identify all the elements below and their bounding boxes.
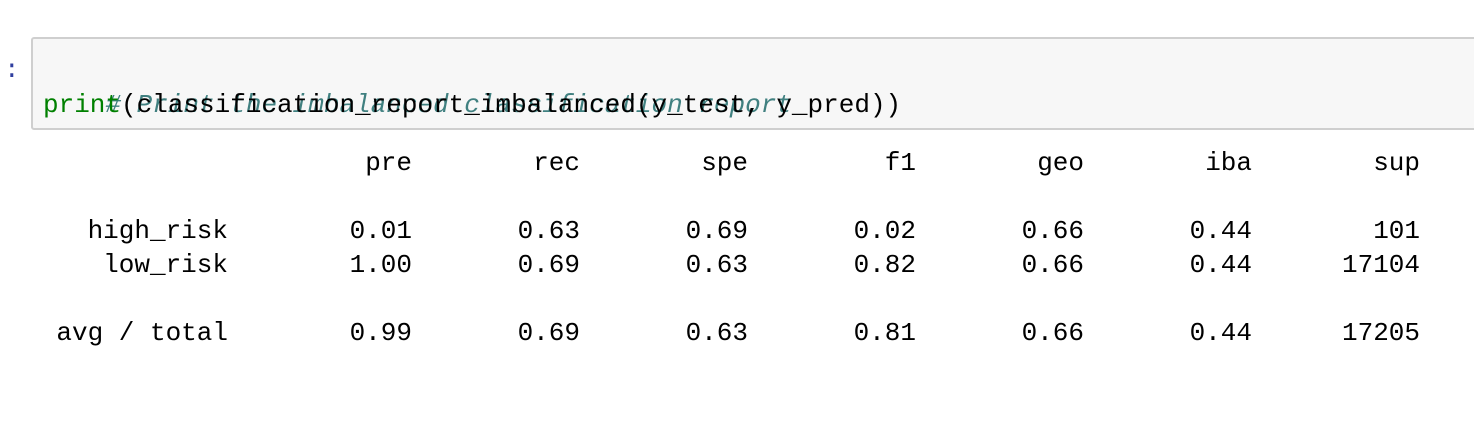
table-cell: 0.44: [1189, 216, 1252, 246]
table-cell: 17205: [1341, 318, 1420, 348]
table-cell: 0.69: [685, 216, 748, 246]
table-cell: 101: [1373, 216, 1420, 246]
table-cell: 0.44: [1189, 250, 1252, 280]
code-cell-input[interactable]: # Print the imbalanced classification re…: [31, 37, 1474, 130]
row-label-high-risk: high_risk: [87, 216, 228, 246]
row-label-avg-total: avg / total: [56, 318, 228, 348]
table-cell: 0.69: [517, 250, 580, 280]
table-cell: 0.02: [853, 216, 916, 246]
table-cell: 0.44: [1189, 318, 1252, 348]
table-cell: 0.01: [349, 216, 412, 246]
header-f1: f1: [884, 148, 916, 178]
table-cell: 0.63: [517, 216, 580, 246]
header-spe: spe: [701, 148, 748, 178]
table-cell: 0.99: [349, 318, 412, 348]
table-cell: 17104: [1341, 250, 1420, 280]
code-builtin-print: print: [43, 90, 122, 120]
header-iba: iba: [1205, 148, 1252, 178]
table-cell: 0.66: [1021, 250, 1084, 280]
header-rec: rec: [533, 148, 580, 178]
header-sup: sup: [1373, 148, 1420, 178]
code-comment: # Print the imbalanced classification re…: [105, 90, 792, 120]
table-cell: 0.81: [853, 318, 916, 348]
code-line-print: print(classification_report_imbalanced(y…: [43, 88, 901, 122]
code-call-args: (classification_report_imbalanced(y_test…: [121, 90, 902, 120]
table-cell: 0.66: [1021, 318, 1084, 348]
header-geo: geo: [1037, 148, 1084, 178]
row-label-low-risk: low_risk: [103, 250, 228, 280]
table-cell: 0.69: [517, 318, 580, 348]
table-cell: 0.63: [685, 318, 748, 348]
table-cell: 0.82: [853, 250, 916, 280]
cell-prompt-marker: :: [4, 55, 20, 85]
header-pre: pre: [365, 148, 412, 178]
table-cell: 0.66: [1021, 216, 1084, 246]
code-line-comment: # Print the imbalanced classification re…: [43, 54, 792, 156]
table-cell: 1.00: [349, 250, 412, 280]
table-cell: 0.63: [685, 250, 748, 280]
